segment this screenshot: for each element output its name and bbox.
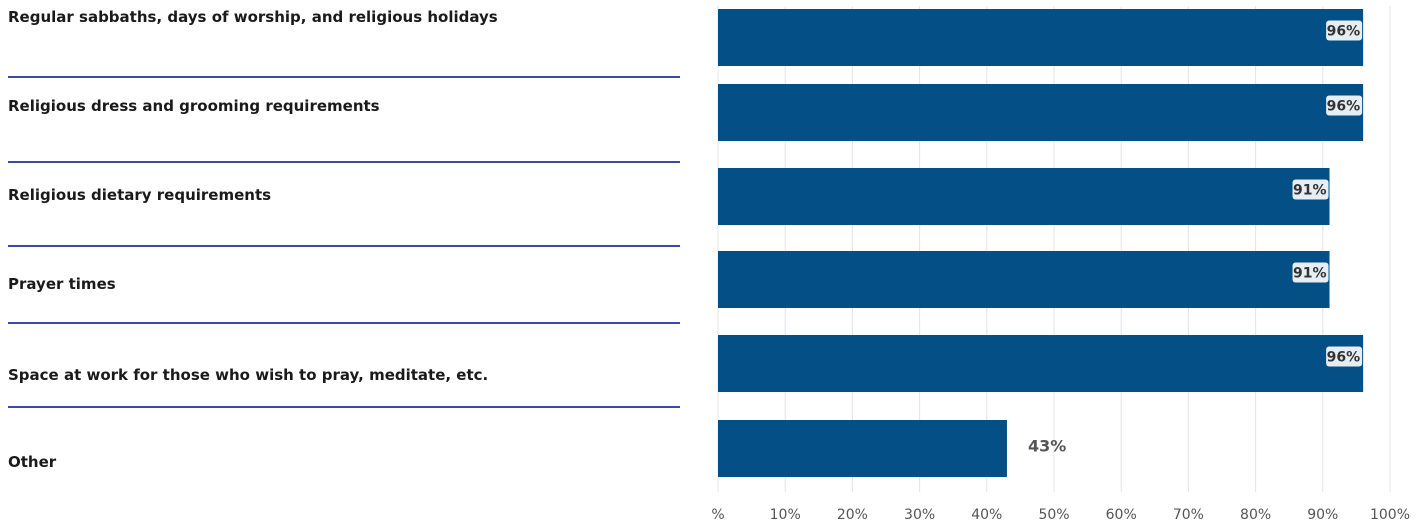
bar bbox=[718, 84, 1364, 141]
x-tick-label: 30% bbox=[904, 507, 935, 521]
data-label: 91% bbox=[1293, 266, 1327, 282]
x-tick-label: 70% bbox=[1173, 507, 1204, 521]
category-label: Other bbox=[8, 453, 57, 471]
data-label: 91% bbox=[1293, 183, 1327, 199]
data-label-background bbox=[1292, 179, 1329, 200]
bar bbox=[718, 168, 1330, 225]
data-label-background bbox=[1326, 95, 1363, 116]
x-tick-label: 80% bbox=[1240, 507, 1271, 521]
row-separator bbox=[8, 161, 680, 163]
category-label-column: Regular sabbaths, days of worship, and r… bbox=[0, 0, 690, 521]
data-label: 96% bbox=[1327, 350, 1361, 366]
category-label: Prayer times bbox=[8, 275, 116, 293]
category-label: Space at work for those who wish to pray… bbox=[8, 366, 489, 384]
x-tick-label: 20% bbox=[837, 507, 868, 521]
x-tick-label: 40% bbox=[971, 507, 1002, 521]
data-label: 43% bbox=[1028, 437, 1066, 456]
gridlines bbox=[717, 6, 1391, 492]
row-separator bbox=[8, 406, 680, 408]
x-tick-label: 10% bbox=[770, 507, 801, 521]
x-tick-label: 90% bbox=[1307, 507, 1338, 521]
data-label-background bbox=[1326, 20, 1363, 41]
data-label-background bbox=[1326, 346, 1363, 367]
row-separator bbox=[8, 245, 680, 247]
data-label: 96% bbox=[1327, 99, 1361, 115]
category-label: Religious dietary requirements bbox=[8, 186, 272, 204]
bar bbox=[718, 335, 1364, 392]
bar bbox=[718, 251, 1330, 308]
x-axis-ticks: % 10% 20% 30% 40% 50% 60% 70% 80% 90% 100% bbox=[711, 507, 1410, 521]
row-separator bbox=[8, 322, 680, 324]
category-label: Regular sabbaths, days of worship, and r… bbox=[8, 8, 498, 26]
bars bbox=[718, 9, 1364, 477]
data-label: 96% bbox=[1327, 24, 1361, 40]
data-label-background bbox=[1292, 262, 1329, 283]
bar bbox=[718, 9, 1364, 66]
row-separator bbox=[8, 76, 680, 78]
x-tick-label: 50% bbox=[1038, 507, 1069, 521]
bar bbox=[718, 420, 1007, 477]
x-tick-label: 100% bbox=[1370, 507, 1410, 521]
x-tick-label: 60% bbox=[1106, 507, 1137, 521]
x-tick-label: % bbox=[711, 507, 724, 521]
category-label: Religious dress and grooming requirement… bbox=[8, 97, 380, 115]
data-labels: 96% 96% 91% 91% 96% 43% bbox=[1028, 20, 1363, 456]
